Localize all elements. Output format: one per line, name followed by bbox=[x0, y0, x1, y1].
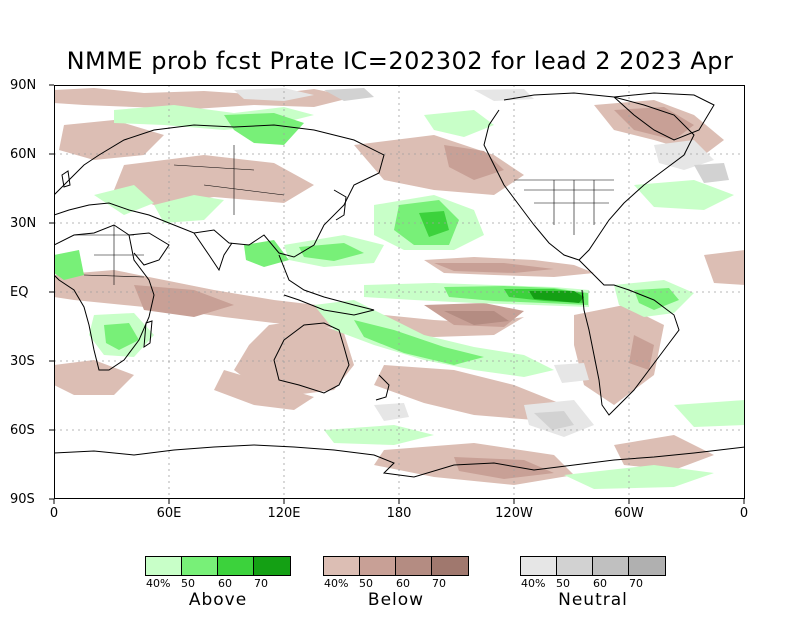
lat-label-60n: 60N bbox=[10, 147, 37, 162]
legend-neutral-label: Neutral bbox=[558, 590, 628, 610]
legend-below-swatch-4 bbox=[432, 557, 468, 575]
legend-above-tick-1: 40% bbox=[146, 577, 171, 590]
lon-label-60w: 60W bbox=[614, 506, 644, 521]
legend-below-swatch-3 bbox=[396, 557, 432, 575]
legend-above-swatch-2 bbox=[182, 557, 218, 575]
lat-label-eq: EQ bbox=[10, 285, 29, 300]
forecast-map bbox=[54, 85, 745, 499]
coastlines bbox=[54, 92, 745, 478]
legend-neutral-tick-2: 50 bbox=[556, 577, 570, 590]
legend-above-label: Above bbox=[188, 590, 248, 610]
above-normal-areas bbox=[54, 105, 745, 489]
lat-label-90n: 90N bbox=[10, 78, 37, 93]
legend-below-tick-1: 40% bbox=[324, 577, 349, 590]
legend-above-swatch-1 bbox=[146, 557, 182, 575]
legend-below: 40% 50 60 70 Below bbox=[323, 556, 469, 610]
lon-label-0: 0 bbox=[49, 506, 59, 521]
legend-above-tick-2: 50 bbox=[181, 577, 195, 590]
lat-label-90s: 90S bbox=[10, 492, 35, 507]
below-normal-areas bbox=[54, 88, 745, 485]
legend-neutral-swatch-2 bbox=[557, 557, 593, 575]
lon-label-0-east: 0 bbox=[739, 506, 749, 521]
lon-label-60e: 60E bbox=[156, 506, 182, 521]
legend-above-swatch-4 bbox=[254, 557, 290, 575]
legend-neutral-tick-3: 60 bbox=[593, 577, 607, 590]
lat-label-30s: 30S bbox=[10, 354, 35, 369]
legend-below-label: Below bbox=[367, 590, 425, 610]
legend-below-tick-4: 70 bbox=[432, 577, 446, 590]
legend-above-bar bbox=[145, 556, 291, 576]
legend-neutral-tick-1: 40% bbox=[521, 577, 546, 590]
legend-below-swatch-2 bbox=[360, 557, 396, 575]
legend-above-swatch-3 bbox=[218, 557, 254, 575]
axis-ticks bbox=[49, 84, 745, 504]
lon-label-180: 180 bbox=[386, 506, 412, 521]
legend-neutral-swatch-4 bbox=[629, 557, 665, 575]
legend-above-tick-4: 70 bbox=[254, 577, 268, 590]
lon-label-120e: 120E bbox=[267, 506, 301, 521]
lat-label-30n: 30N bbox=[10, 216, 37, 231]
lon-label-120w: 120W bbox=[495, 506, 533, 521]
lat-label-60s: 60S bbox=[10, 423, 35, 438]
legend-above-tick-3: 60 bbox=[218, 577, 232, 590]
legend-neutral-bar bbox=[520, 556, 666, 576]
legend-neutral: 40% 50 60 70 Neutral bbox=[520, 556, 666, 610]
legend-neutral-swatch-3 bbox=[593, 557, 629, 575]
political-borders bbox=[74, 145, 614, 285]
legend-below-tick-2: 50 bbox=[359, 577, 373, 590]
legend-below-bar bbox=[323, 556, 469, 576]
legend-below-swatch-1 bbox=[324, 557, 360, 575]
legend-neutral-tick-4: 70 bbox=[629, 577, 643, 590]
legend-above: 40% 50 60 70 Above bbox=[145, 556, 291, 610]
map-title: NMME prob fcst Prate IC=202302 for lead … bbox=[66, 47, 734, 75]
legend-below-tick-3: 60 bbox=[396, 577, 410, 590]
legend-neutral-swatch-1 bbox=[521, 557, 557, 575]
